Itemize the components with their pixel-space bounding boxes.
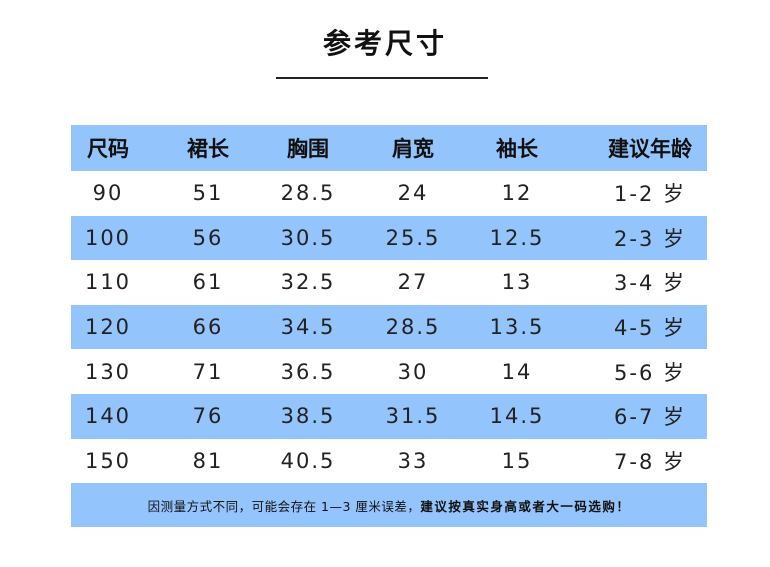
table-cell: 110 xyxy=(84,270,132,295)
table-header: 尺码 裙长 胸围 肩宽 袖长 建议年龄 xyxy=(71,125,707,171)
table-cell: 1-2 岁 xyxy=(614,182,686,207)
table-cell: 2-3 岁 xyxy=(614,226,686,251)
table-cell: 25.5 xyxy=(385,225,441,250)
column-header: 肩宽 xyxy=(392,137,434,161)
table-cell: 13 xyxy=(501,270,533,295)
table-row: 110 61 32.5 27 13 3-4 岁 xyxy=(71,260,707,305)
table-cell: 38.5 xyxy=(280,404,336,429)
table-cell: 3-4 岁 xyxy=(614,271,686,296)
table-cell: 7-8 岁 xyxy=(614,449,686,474)
table-cell: 13.5 xyxy=(489,315,545,340)
table-cell: 12 xyxy=(501,181,533,206)
table-cell: 36.5 xyxy=(280,359,336,384)
table-cell: 61 xyxy=(192,270,224,295)
table-cell: 76 xyxy=(192,404,224,429)
table-cell: 100 xyxy=(84,225,132,250)
table-cell: 14 xyxy=(501,359,533,384)
column-header: 尺码 xyxy=(87,137,129,161)
table-row: 100 56 30.5 25.5 12.5 2-3 岁 xyxy=(71,215,707,261)
table-row: 90 51 28.5 24 12 1-2 岁 xyxy=(71,171,707,216)
table-cell: 31.5 xyxy=(385,404,441,429)
purchase-advice: 建议按真实身高或者大一码选购！ xyxy=(420,498,631,514)
table-cell: 51 xyxy=(192,181,224,206)
table-cell: 30 xyxy=(397,359,429,384)
table-cell: 130 xyxy=(84,359,132,384)
table-cell: 27 xyxy=(397,270,429,295)
table-cell: 32.5 xyxy=(280,270,336,295)
page-title: 参考尺寸 xyxy=(322,27,447,60)
table-row: 140 76 38.5 31.5 14.5 6-7 岁 xyxy=(71,393,707,439)
table-cell: 14.5 xyxy=(489,404,545,429)
table-cell: 56 xyxy=(192,225,224,250)
table-cell: 12.5 xyxy=(489,225,545,250)
table-cell: 81 xyxy=(192,448,224,473)
table-row: 120 66 34.5 28.5 13.5 4-5 岁 xyxy=(71,304,707,350)
table-cell: 120 xyxy=(84,315,132,340)
column-header: 裙长 xyxy=(187,137,229,161)
table-cell: 150 xyxy=(84,448,132,473)
table-cell: 71 xyxy=(192,359,224,384)
footer-note: 因测量方式不同，可能会存在 1—3 厘米误差， 建议按真实身高或者大一码选购！ xyxy=(71,483,707,527)
table-cell: 28.5 xyxy=(385,315,441,340)
table-cell: 6-7 岁 xyxy=(614,405,686,430)
size-table: 尺码 裙长 胸围 肩宽 袖长 建议年龄 90 51 28.5 24 12 1-2 岁 100 56 30.… xyxy=(71,125,707,483)
table-row: 150 81 40.5 33 15 7-8 岁 xyxy=(71,439,707,484)
table-cell: 24 xyxy=(397,181,429,206)
table-cell: 28.5 xyxy=(280,181,336,206)
column-header: 胸围 xyxy=(287,137,329,161)
table-cell: 34.5 xyxy=(280,315,336,340)
table-cell: 15 xyxy=(501,448,533,473)
table-cell: 140 xyxy=(84,404,132,429)
table-cell: 40.5 xyxy=(280,448,336,473)
table-cell: 30.5 xyxy=(280,225,336,250)
table-row: 130 71 36.5 30 14 5-6 岁 xyxy=(71,349,707,394)
title-underline xyxy=(276,77,488,79)
table-cell: 33 xyxy=(397,448,429,473)
table-cell: 90 xyxy=(92,181,124,206)
table-cell: 4-5 岁 xyxy=(614,316,686,341)
measurement-note: 因测量方式不同，可能会存在 1—3 厘米误差， xyxy=(147,498,421,514)
column-header: 袖长 xyxy=(496,137,538,161)
table-cell: 66 xyxy=(192,315,224,340)
column-header: 建议年龄 xyxy=(608,137,692,161)
table-cell: 5-6 岁 xyxy=(614,360,686,385)
